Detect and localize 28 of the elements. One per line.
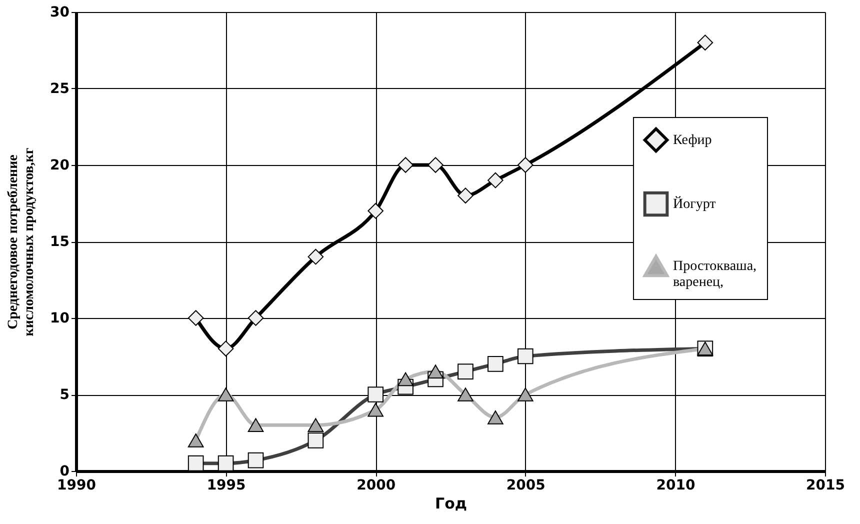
- y-tick-label: 20: [50, 158, 70, 174]
- x-tick-label: 1995: [206, 478, 246, 494]
- point: [428, 364, 444, 378]
- point: [488, 410, 504, 424]
- y-tick-label: 25: [50, 81, 70, 97]
- point: [398, 372, 414, 386]
- point: [188, 433, 204, 448]
- point: [248, 418, 264, 432]
- y-tick-label: 10: [50, 310, 70, 326]
- y-tick-label: 5: [60, 387, 70, 403]
- x-tick-label: 2010: [656, 478, 696, 494]
- legend-label: Йогурт: [673, 196, 716, 212]
- point: [308, 418, 324, 432]
- x-tick-label: 2015: [806, 478, 845, 494]
- point: [368, 402, 384, 417]
- x-tick-label: 2000: [356, 478, 396, 494]
- y-tick-label: 15: [50, 234, 70, 250]
- x-tick-label: 2005: [506, 478, 546, 494]
- point: [458, 388, 474, 402]
- y-axis-title: Среднегодовое потребление кисломолочных продуктов,кг: [6, 148, 38, 336]
- x-axis-title: Год: [435, 494, 467, 512]
- legend-label: Простокваша, варенец,: [673, 259, 757, 290]
- point: [218, 388, 234, 402]
- point: [517, 388, 534, 402]
- y-tick-label: 30: [50, 4, 70, 20]
- x-tick-label: 1990: [57, 478, 96, 494]
- y-tick-label: 0: [60, 464, 70, 480]
- legend-label: Кефир: [673, 133, 712, 148]
